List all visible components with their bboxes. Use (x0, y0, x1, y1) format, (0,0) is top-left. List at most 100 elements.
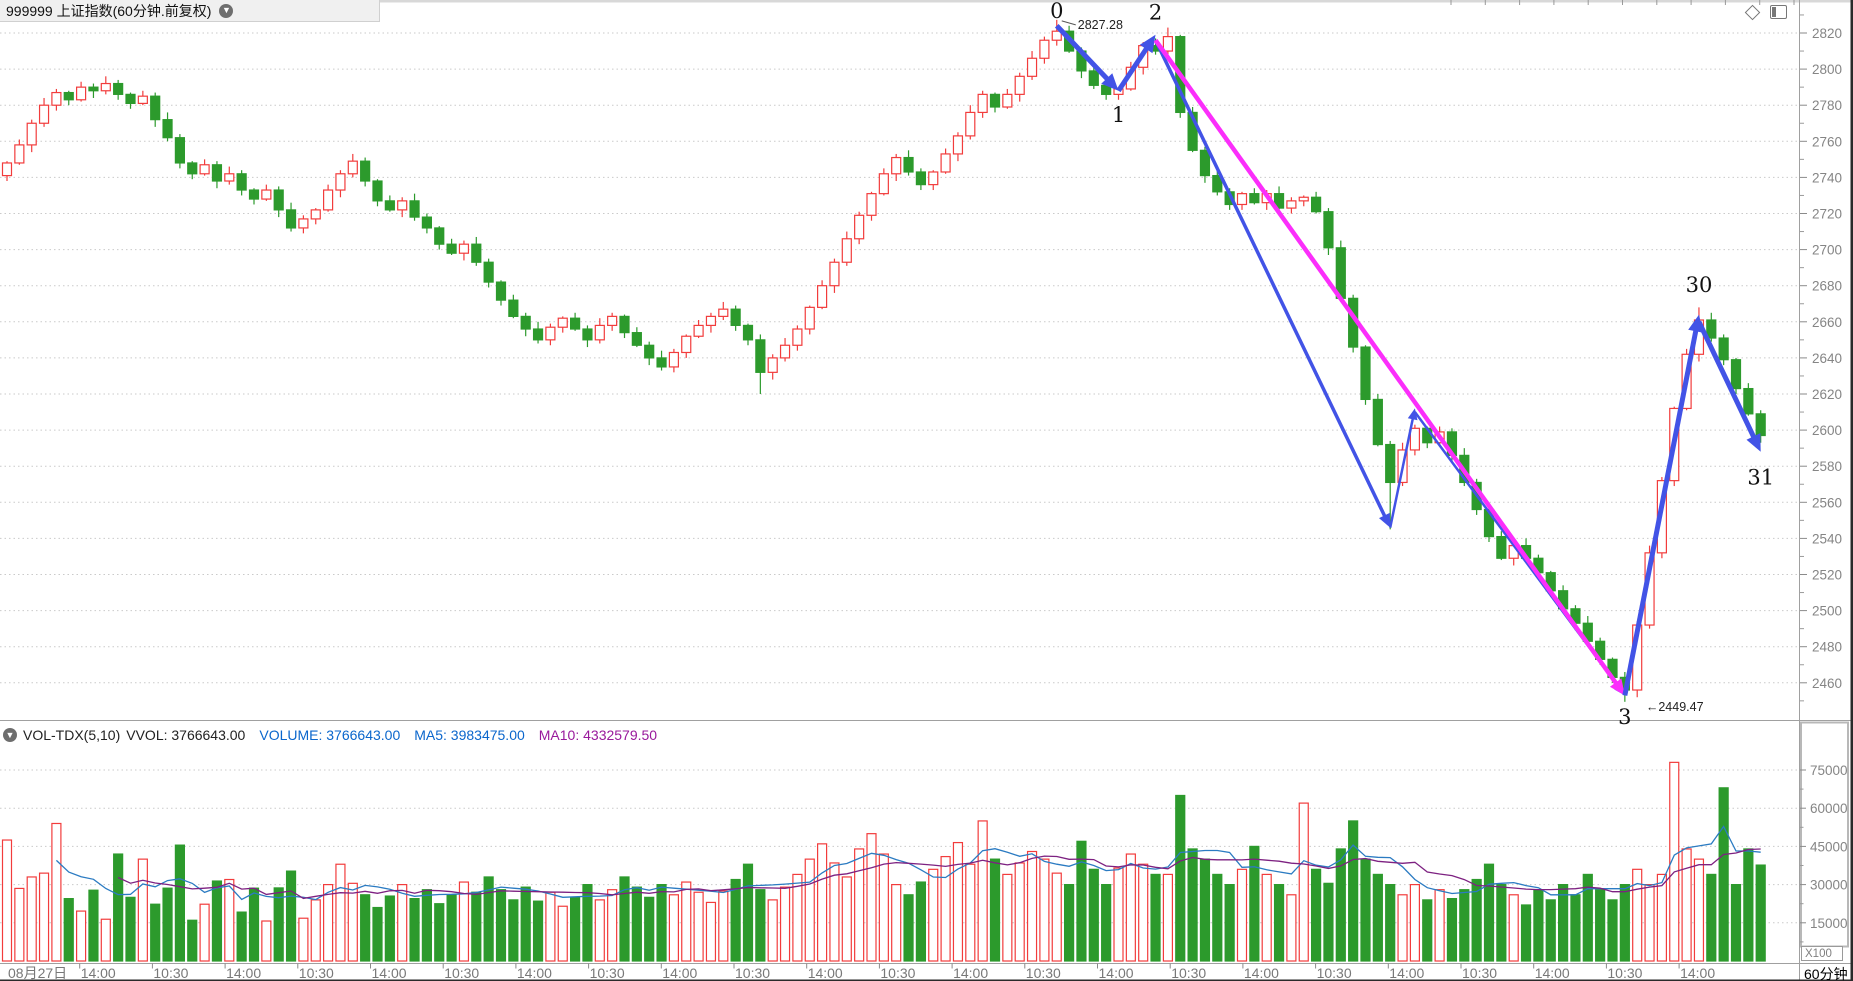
candle (162, 112, 173, 142)
volume-bar (792, 873, 803, 962)
volume-bar (1002, 873, 1013, 962)
symbol-title-chip[interactable]: 999999 上证指数(60分钟.前复权) ▼ (0, 0, 380, 22)
price-tick-label: 2740 (1812, 170, 1842, 185)
trend-arrow[interactable] (1153, 39, 1389, 523)
candle (372, 179, 383, 207)
candle (607, 312, 618, 331)
candle (1273, 186, 1285, 212)
volume-axis: 75000 60000 45000 30000 15000 (1800, 763, 1848, 943)
volume-bar (878, 853, 889, 962)
time-tick-label: 14:00 (1389, 965, 1424, 981)
volume-bar (668, 894, 680, 962)
trend-arrow[interactable] (1622, 322, 1700, 696)
volume-bar (755, 889, 766, 962)
time-tick-label: 14:00 (372, 965, 407, 981)
volume-bar (767, 899, 778, 962)
candle (1323, 208, 1334, 256)
candle (1718, 334, 1729, 366)
indicator-header: ▼ VOL-TDX(5,10) VVOL: 3766643.00 VOLUME:… (3, 723, 657, 747)
volume-bar (1557, 883, 1569, 962)
wave-label-layer: 0 1 2 3 30 31 (1050, 0, 1774, 729)
wave-label-0: 0 (1050, 0, 1063, 23)
price-tick-label: 2760 (1812, 134, 1842, 149)
time-tick-label: 14:00 (953, 965, 988, 981)
time-axis: 08月27日 14:00 10:30 14:00 10:30 14:00 10:30 14:0… (8, 963, 1715, 981)
volume-bar (1570, 894, 1581, 962)
volume-bar (1, 839, 13, 962)
volume-bar (224, 878, 235, 962)
trend-arrow[interactable] (1054, 24, 1115, 87)
volume-bar (557, 905, 568, 962)
price-tick-label: 2620 (1812, 387, 1842, 402)
diamond-icon[interactable] (1744, 4, 1761, 21)
volume-bar (1286, 894, 1297, 962)
volume-bar (1459, 889, 1470, 962)
candle (458, 240, 470, 261)
trend-arrow[interactable] (1696, 320, 1760, 446)
candle (755, 334, 766, 394)
period-label[interactable]: 60分钟 (1804, 964, 1848, 981)
trend-arrow-head (1379, 512, 1391, 528)
indicator-name[interactable]: VOL-TDX(5,10) (23, 727, 121, 743)
time-tick-label: 14:00 (662, 965, 697, 981)
price-tick-label: 2540 (1812, 531, 1842, 546)
symbol-title: 999999 上证指数(60分钟.前复权) (6, 2, 212, 19)
time-tick-label: 14:00 (1535, 965, 1570, 981)
chevron-down-icon[interactable]: ▼ (219, 3, 234, 18)
trend-arrow[interactable] (1388, 413, 1416, 528)
candle (434, 226, 445, 250)
volume-bar (891, 883, 902, 962)
volume-bar (397, 883, 408, 962)
trend-arrow-head (1746, 433, 1761, 452)
candle (211, 161, 223, 189)
volume-bar (1298, 802, 1309, 962)
trend-arrow[interactable] (1153, 38, 1623, 691)
candle (224, 166, 235, 185)
candle (891, 153, 902, 182)
volume-tick-label: 15000 (1810, 916, 1848, 931)
volume-bar (1669, 761, 1680, 962)
volume-bar (730, 878, 741, 962)
candle (915, 168, 927, 191)
layout-panel-icon[interactable] (1770, 5, 1787, 19)
candle (557, 316, 568, 333)
volume-bar (1434, 889, 1445, 962)
volume-bar (1113, 867, 1124, 962)
volume-bar (1422, 899, 1433, 962)
candle (150, 92, 161, 127)
volume-bar (1323, 882, 1334, 962)
candle (421, 213, 432, 234)
time-tick-label: 10:30 (1026, 965, 1061, 981)
time-tick-label: 10:30 (153, 965, 188, 981)
volume-bar (421, 889, 432, 962)
volume-bar (347, 882, 358, 962)
volume-bar (372, 906, 383, 962)
candle (705, 312, 717, 333)
volume-bar (1101, 883, 1112, 962)
volume-bar (1138, 863, 1149, 962)
layout-panel-band (1772, 7, 1776, 17)
volume-tick-label: 45000 (1810, 839, 1848, 854)
volume-bar (384, 895, 395, 962)
trend-arrow-head (1407, 408, 1418, 421)
candle (1755, 410, 1766, 443)
candle (471, 236, 482, 266)
candle (779, 338, 791, 362)
volume-bar (1187, 848, 1198, 962)
chevron-down-icon[interactable]: ▼ (3, 728, 17, 742)
candle (582, 325, 593, 348)
volume-bar (1483, 863, 1495, 962)
candle (730, 305, 741, 331)
volume-bar (619, 876, 630, 962)
volume-bar (1063, 883, 1075, 962)
volume-bar (261, 920, 272, 962)
volume-bar (1088, 868, 1099, 962)
volume-tick-label: 30000 (1810, 878, 1848, 893)
volume-bar (693, 891, 704, 962)
price-tick-label: 2580 (1812, 459, 1842, 474)
volume-bar (1199, 858, 1211, 962)
trend-arrow[interactable] (1116, 40, 1153, 93)
volume-bar (1409, 883, 1421, 962)
volume-bar (1273, 883, 1285, 962)
